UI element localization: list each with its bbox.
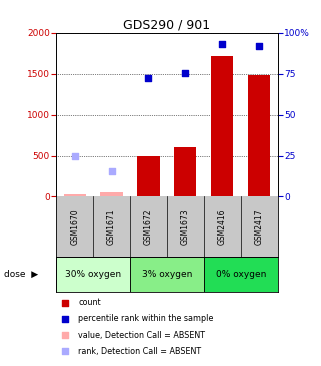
Text: dose  ▶: dose ▶ — [4, 270, 38, 279]
Text: GSM1670: GSM1670 — [70, 209, 79, 245]
Bar — [211, 56, 233, 197]
Title: GDS290 / 901: GDS290 / 901 — [123, 19, 211, 32]
Point — [256, 43, 262, 49]
Text: GSM1673: GSM1673 — [181, 209, 190, 245]
Text: percentile rank within the sample: percentile rank within the sample — [78, 314, 214, 324]
Point — [109, 168, 114, 174]
Bar — [248, 75, 270, 197]
Bar — [204, 257, 278, 292]
Text: count: count — [78, 298, 101, 307]
Point — [63, 316, 68, 322]
Text: value, Detection Call = ABSENT: value, Detection Call = ABSENT — [78, 330, 205, 340]
Text: 3% oxygen: 3% oxygen — [142, 270, 192, 279]
Point — [220, 41, 225, 46]
Bar — [174, 147, 196, 197]
Text: GSM2417: GSM2417 — [255, 209, 264, 245]
Text: GSM1672: GSM1672 — [144, 209, 153, 245]
Point — [63, 300, 68, 306]
Text: GSM1671: GSM1671 — [107, 209, 116, 245]
Bar — [100, 191, 123, 197]
Bar — [130, 257, 204, 292]
Text: GSM2416: GSM2416 — [218, 209, 227, 245]
Bar — [137, 156, 160, 197]
Bar — [64, 194, 86, 197]
Point — [63, 348, 68, 354]
Point — [63, 332, 68, 338]
Point — [183, 70, 188, 76]
Text: 0% oxygen: 0% oxygen — [216, 270, 266, 279]
Point — [146, 75, 151, 81]
Text: 30% oxygen: 30% oxygen — [65, 270, 121, 279]
Bar — [56, 257, 130, 292]
Text: rank, Detection Call = ABSENT: rank, Detection Call = ABSENT — [78, 347, 202, 356]
Point — [72, 153, 77, 158]
